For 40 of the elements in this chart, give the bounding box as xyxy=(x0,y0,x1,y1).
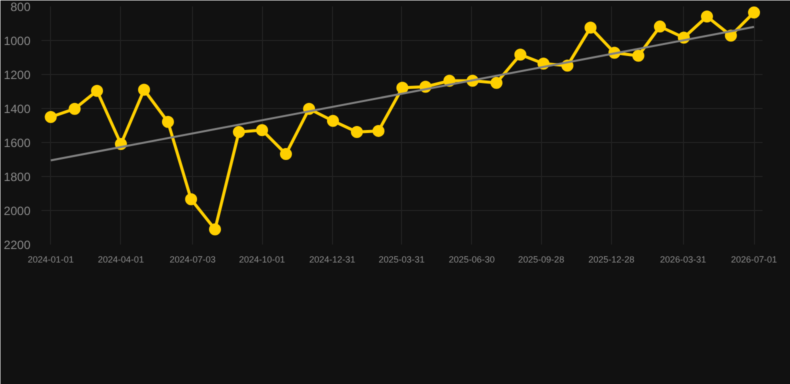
point xyxy=(209,223,222,236)
y-tick-label: 2200 xyxy=(4,238,31,252)
y-tick-label: 2000 xyxy=(4,204,31,218)
point xyxy=(91,84,104,97)
x-tick-label: 2025-09-28 xyxy=(518,254,564,264)
point xyxy=(44,111,57,123)
point xyxy=(68,102,81,115)
y-tick-label: 800 xyxy=(10,0,31,14)
x-tick-label: 2026-07-01 xyxy=(731,254,778,264)
x-tick-label: 2024-07-03 xyxy=(170,254,216,264)
x-tick-label: 2025-06-30 xyxy=(448,254,495,264)
point xyxy=(350,126,363,138)
point xyxy=(162,116,174,128)
y-tick-label: 1000 xyxy=(4,34,31,48)
point xyxy=(372,124,384,137)
x-tick-label: 2025-03-31 xyxy=(378,254,425,264)
x-tick-label: 2024-10-01 xyxy=(239,254,286,264)
y-tick-label: 1200 xyxy=(4,68,31,82)
point xyxy=(490,76,502,89)
x-tick-label: 2024-12-31 xyxy=(309,254,356,264)
point xyxy=(185,193,198,206)
point xyxy=(280,148,292,160)
y-tick-label: 1400 xyxy=(4,102,31,116)
point xyxy=(232,126,245,138)
y-tick-label: 1600 xyxy=(4,136,31,150)
x-tick-label: 2026-03-31 xyxy=(660,254,706,264)
point xyxy=(326,114,339,127)
point xyxy=(654,20,666,33)
point xyxy=(584,22,597,34)
point xyxy=(256,124,268,136)
point xyxy=(748,6,760,18)
x-tick-label: 2025-12-28 xyxy=(588,254,634,264)
point xyxy=(632,50,644,62)
point xyxy=(396,82,408,94)
x-tick-label: 2024-01-01 xyxy=(28,254,74,264)
y-tick-label: 1800 xyxy=(4,170,31,184)
point xyxy=(514,48,526,61)
x-tick-label: 2024-04-01 xyxy=(98,254,144,264)
point xyxy=(700,10,713,23)
point xyxy=(138,84,150,96)
